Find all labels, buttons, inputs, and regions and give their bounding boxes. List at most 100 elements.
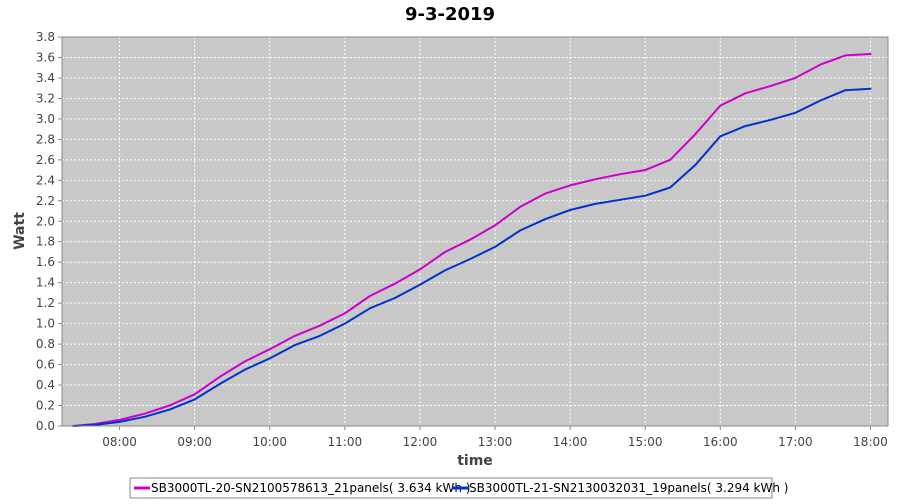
x-axis-title: time [457, 453, 493, 469]
y-tick-label: 1.0 [36, 317, 55, 331]
data-point-series-1 [143, 412, 146, 415]
data-point-series-1 [118, 419, 121, 421]
data-point-series-2 [469, 258, 471, 260]
x-tick-label: 12:00 [403, 435, 438, 449]
axes: 0.0 0.2 0.4 0.6 0.8 1.0 1.2 1.4 1.6 1.8 2.0 2.2 2.4 2… [36, 30, 889, 449]
data-point-series-2 [294, 344, 296, 346]
y-tick-label: 1.2 [36, 296, 55, 310]
x-tick-label: 10:00 [252, 435, 287, 449]
y-tick-label: 0.0 [36, 419, 55, 433]
y-tick-label: 0.2 [36, 399, 55, 413]
data-point-series-2 [494, 246, 496, 248]
x-tick-label: 18:00 [853, 435, 888, 449]
data-point-series-1 [344, 312, 346, 315]
data-point-series-2 [419, 283, 421, 286]
data-point-series-1 [168, 404, 171, 407]
y-tick-label: 0.4 [36, 378, 55, 392]
data-point-series-1 [569, 184, 571, 187]
data-point-series-2 [168, 408, 171, 411]
data-point-series-1 [544, 192, 546, 195]
data-point-series-2 [218, 383, 221, 385]
data-point-series-1 [269, 348, 271, 351]
data-point-series-1 [819, 63, 822, 66]
data-point-series-1 [694, 133, 697, 135]
y-tick-label: 3.4 [36, 71, 55, 85]
y-tick-label: 1.6 [36, 255, 55, 269]
data-point-series-2 [569, 209, 571, 211]
legend-label-series-2: SB3000TL-21-SN2130032031_19panels( 3.294… [469, 481, 788, 495]
data-point-series-2 [243, 368, 246, 371]
data-point-series-1 [619, 173, 621, 175]
data-point-series-2 [319, 335, 321, 337]
data-point-series-2 [544, 218, 546, 220]
y-tick-label: 3.0 [36, 112, 55, 126]
series-layer [72, 53, 872, 427]
data-point-series-1 [319, 324, 321, 327]
data-point-series-2 [844, 89, 847, 91]
legend-box [129, 477, 773, 499]
plot-border [61, 36, 889, 427]
data-point-series-2 [744, 125, 747, 127]
data-point-series-2 [519, 229, 521, 232]
y-tick-label: 1.4 [36, 276, 55, 290]
y-tick-label: 1.8 [36, 235, 55, 249]
data-point-series-2 [394, 297, 396, 299]
x-tick-label: 09:00 [177, 435, 212, 449]
y-tick-label: 2.4 [36, 173, 55, 187]
data-point-series-2 [644, 194, 646, 197]
data-point-series-1 [193, 393, 196, 396]
x-tick-label: 17:00 [778, 435, 813, 449]
data-point-series-1 [794, 77, 797, 79]
data-point-series-1 [769, 85, 772, 87]
data-point-series-2 [118, 421, 121, 423]
plot-area [62, 37, 888, 426]
legend-label-series-1: SB3000TL-20-SN2100578613_21panels( 3.634… [151, 481, 470, 495]
data-point-series-2 [619, 199, 621, 201]
data-point-series-1 [218, 376, 221, 378]
data-point-series-1 [744, 92, 747, 95]
y-tick-label: 3.2 [36, 91, 55, 105]
data-point-series-2 [193, 398, 196, 401]
data-point-series-2 [794, 112, 797, 114]
x-tick-label: 16:00 [703, 435, 738, 449]
y-tick-label: 3.8 [36, 30, 55, 44]
y-tick-label: 3.6 [36, 50, 55, 64]
data-point-series-2 [669, 186, 671, 189]
data-point-series-1 [394, 282, 396, 285]
y-tick-label: 0.8 [36, 337, 55, 351]
data-point-series-2 [444, 269, 446, 272]
data-point-series-1 [419, 268, 421, 271]
data-point-series-1 [494, 224, 496, 227]
y-tick-label: 0.6 [36, 358, 55, 372]
data-point-series-1 [243, 360, 246, 363]
x-tick-label: 14:00 [553, 435, 588, 449]
x-tick-label: 15:00 [628, 435, 663, 449]
data-point-series-2 [819, 99, 822, 102]
y-tick-label: 2.6 [36, 153, 55, 167]
data-point-series-2 [143, 416, 146, 418]
x-tick-label: 13:00 [478, 435, 513, 449]
data-point-series-2 [694, 164, 697, 166]
y-tick-label: 2.2 [36, 194, 55, 208]
x-tick-label: 11:00 [328, 435, 363, 449]
data-point-series-2 [344, 322, 346, 325]
data-point-series-1 [719, 104, 722, 107]
data-point-series-2 [769, 119, 772, 121]
data-point-series-1 [669, 159, 671, 161]
data-point-series-1 [644, 169, 646, 171]
y-tick-label: 2.8 [36, 132, 55, 146]
chart-title: 9-3-2019 [405, 4, 495, 25]
data-point-series-2 [369, 307, 371, 310]
data-point-series-1 [519, 206, 521, 208]
data-point-series-2 [869, 88, 872, 90]
data-point-series-1 [444, 251, 446, 253]
data-point-series-1 [869, 53, 872, 55]
data-point-series-1 [369, 295, 371, 297]
data-point-series-2 [594, 203, 596, 205]
data-point-series-1 [294, 335, 296, 337]
data-point-series-1 [469, 238, 471, 241]
data-point-series-2 [269, 357, 271, 360]
data-point-series-2 [93, 424, 96, 426]
